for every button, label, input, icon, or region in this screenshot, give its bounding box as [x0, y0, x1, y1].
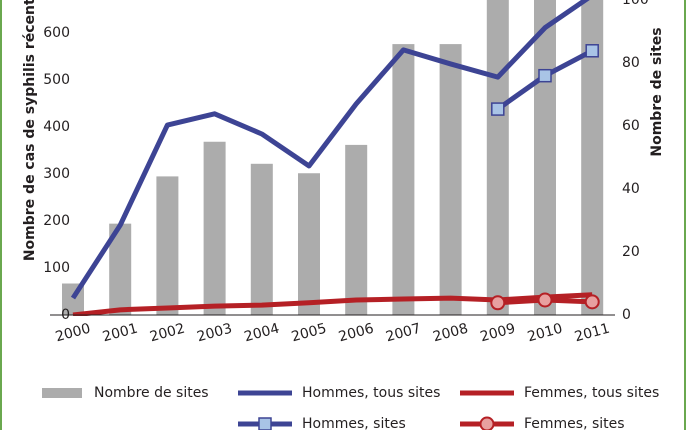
legend-label: Nombre de sites: [94, 385, 209, 401]
legend-label: Hommes, sites: [302, 416, 406, 430]
legend-marker: [479, 416, 495, 430]
y2-tick-label: 60: [622, 118, 640, 134]
marker: [585, 44, 599, 58]
y2-tick-label: 0: [622, 307, 631, 323]
bar: [250, 163, 273, 315]
x-tick-label: 2010: [526, 321, 565, 346]
bar: [298, 173, 320, 315]
x-tick-label: 2007: [384, 321, 423, 346]
x-tick-label: 2008: [431, 321, 470, 346]
line: [72, 292, 593, 316]
y2-tick-label: 40: [622, 181, 640, 197]
marker: [584, 294, 600, 310]
x-tick-label: 2006: [337, 321, 376, 346]
legend-label: Hommes, tous sites: [302, 385, 440, 401]
x-tick-label: 2002: [148, 321, 187, 346]
bar: [486, 0, 509, 315]
y-tick-label: 500: [43, 72, 70, 88]
legend-marker: [258, 417, 272, 430]
marker: [537, 292, 553, 308]
bar: [345, 144, 368, 315]
marker: [491, 102, 505, 116]
y-axis-title: Nombre de cas de syphilis récente: [22, 0, 38, 261]
x-tick-label: 2000: [54, 321, 93, 346]
y-tick-label: 300: [43, 166, 70, 182]
bar: [203, 141, 226, 315]
x-tick-label: 2001: [101, 321, 140, 346]
line: [70, 0, 590, 300]
bar: [156, 176, 179, 315]
y2-axis-title: Nombre de sites: [649, 27, 665, 156]
bar: [439, 44, 462, 315]
plot-area: [62, 0, 604, 316]
x-tick-label: 2004: [243, 321, 282, 346]
marker: [538, 68, 552, 83]
bar: [581, 0, 604, 315]
x-tick-label: 2005: [290, 321, 329, 346]
x-tick-label: 2009: [479, 321, 518, 346]
legend-label: Femmes, tous sites: [524, 385, 659, 401]
y-tick-label: 400: [43, 119, 70, 135]
y-tick-label: 100: [43, 260, 70, 276]
marker: [490, 295, 506, 311]
bar: [534, 0, 556, 315]
y-tick-label: 200: [43, 213, 70, 229]
bar: [392, 44, 415, 315]
x-tick-label: 2011: [573, 321, 612, 346]
x-tick-label: 2003: [195, 321, 234, 346]
y2-tick-label: 20: [622, 244, 640, 260]
y2-tick-label: 100: [622, 0, 649, 8]
legend-swatch: [42, 388, 82, 398]
y-tick-label: 600: [43, 25, 70, 41]
legend-label: Femmes, sites: [524, 416, 625, 430]
bar: [109, 223, 132, 315]
y2-tick-label: 80: [622, 55, 640, 71]
